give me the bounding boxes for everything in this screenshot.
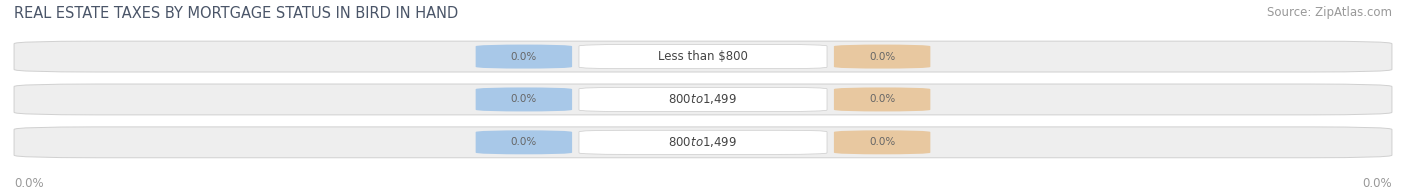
FancyBboxPatch shape (475, 44, 572, 69)
Text: Less than $800: Less than $800 (658, 50, 748, 63)
Text: 0.0%: 0.0% (510, 137, 537, 147)
FancyBboxPatch shape (834, 44, 931, 69)
Text: Source: ZipAtlas.com: Source: ZipAtlas.com (1267, 6, 1392, 19)
FancyBboxPatch shape (579, 44, 827, 69)
Text: $800 to $1,499: $800 to $1,499 (668, 135, 738, 149)
FancyBboxPatch shape (475, 87, 572, 112)
FancyBboxPatch shape (834, 87, 931, 112)
FancyBboxPatch shape (834, 130, 931, 154)
Text: 0.0%: 0.0% (14, 177, 44, 190)
Text: 0.0%: 0.0% (869, 94, 896, 105)
FancyBboxPatch shape (14, 127, 1392, 158)
Text: $800 to $1,499: $800 to $1,499 (668, 92, 738, 106)
Text: 0.0%: 0.0% (510, 94, 537, 105)
Text: 0.0%: 0.0% (510, 52, 537, 62)
Text: 0.0%: 0.0% (869, 137, 896, 147)
Text: 0.0%: 0.0% (1362, 177, 1392, 190)
FancyBboxPatch shape (14, 84, 1392, 115)
Text: 0.0%: 0.0% (869, 52, 896, 62)
FancyBboxPatch shape (579, 87, 827, 112)
FancyBboxPatch shape (579, 130, 827, 154)
Text: REAL ESTATE TAXES BY MORTGAGE STATUS IN BIRD IN HAND: REAL ESTATE TAXES BY MORTGAGE STATUS IN … (14, 6, 458, 21)
FancyBboxPatch shape (475, 130, 572, 154)
FancyBboxPatch shape (14, 41, 1392, 72)
